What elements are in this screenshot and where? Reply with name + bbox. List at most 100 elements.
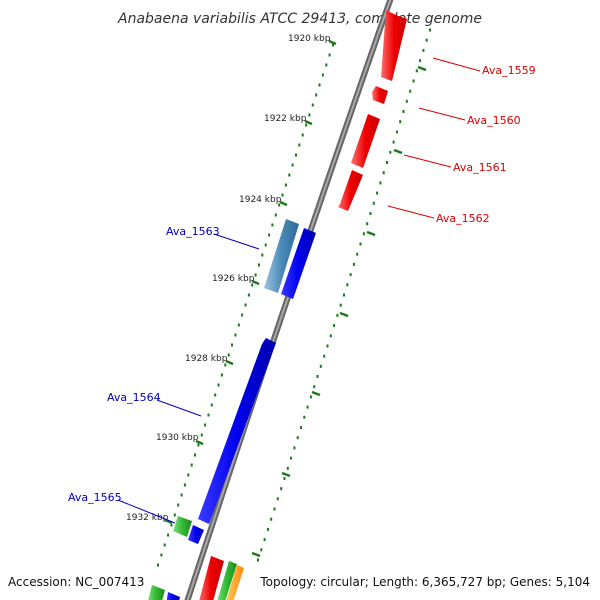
tick-mark [164, 518, 173, 525]
tick-dot [313, 385, 316, 389]
tick-dot [326, 344, 329, 348]
tick-dot [419, 59, 422, 63]
tick-dot [379, 181, 382, 185]
tick-dot [157, 563, 159, 567]
tick-dot [415, 69, 418, 73]
tick-dot [197, 443, 200, 447]
gene-arrow[interactable] [372, 86, 388, 104]
tick-dot [301, 133, 304, 137]
tick-dot [190, 463, 193, 467]
gene-arrow[interactable] [351, 114, 380, 168]
gene-label-ava-1561[interactable]: Ava_1561 [453, 161, 507, 174]
tick-dot [325, 63, 328, 67]
gene-arrow[interactable] [198, 556, 224, 600]
tick-dot [339, 303, 342, 307]
gene-arrow[interactable] [198, 338, 276, 524]
tick-dot [180, 493, 183, 497]
tick-dot [305, 123, 308, 127]
orange-feature[interactable] [225, 565, 244, 600]
tick-dot [329, 334, 332, 338]
tick-dot [389, 150, 392, 154]
tick-dot [204, 423, 207, 427]
gene-arrow[interactable] [188, 525, 204, 544]
gene-label-ava-1565[interactable]: Ava_1565 [68, 491, 122, 504]
gene-arrow[interactable] [166, 592, 180, 600]
tick-dot [293, 446, 296, 450]
gene-arrow[interactable] [381, 10, 407, 81]
tick-label: 1930 kbp [156, 433, 199, 443]
tick-dot [336, 313, 339, 317]
gene-label-ava-1559[interactable]: Ava_1559 [482, 64, 536, 77]
tick-mark [195, 439, 204, 446]
tick-dot [254, 273, 257, 277]
green-feature[interactable] [173, 516, 192, 537]
tick-dot [412, 79, 415, 83]
tick-dot [280, 487, 283, 491]
label-leader [403, 154, 452, 168]
genome-summary-text: Topology: circular; Length: 6,365,727 bp… [259, 575, 590, 589]
tick-dot [362, 232, 365, 236]
label-leader [156, 399, 202, 417]
gene-label-ava-1564[interactable]: Ava_1564 [107, 391, 161, 404]
tick-dot [274, 213, 277, 217]
reverse-strand-genes [147, 219, 316, 600]
tick-dot [343, 293, 345, 297]
gene-label-ava-1563[interactable]: Ava_1563 [166, 225, 220, 238]
tick-dot [234, 333, 237, 337]
accession-text: Accession: NC_007413 [8, 575, 144, 589]
tick-dot [194, 453, 196, 457]
tick-mark [328, 39, 337, 46]
tick-label: 1926 kbp [212, 274, 255, 284]
tick-dot [349, 273, 352, 277]
tick-dot [382, 171, 385, 175]
tick-dot [276, 497, 279, 501]
tick-mark [251, 279, 260, 286]
gene-label-ava-1562[interactable]: Ava_1562 [436, 212, 490, 225]
tick-mark [311, 390, 321, 397]
tick-dot [227, 353, 230, 357]
tick-dot [328, 53, 331, 57]
tick-dot [308, 113, 311, 117]
gene-label-ava-1560[interactable]: Ava_1560 [467, 114, 521, 127]
tick-dot [409, 89, 412, 93]
tick-label: 1932 kbp [126, 513, 169, 523]
tick-dot [260, 548, 263, 552]
tick-dot [376, 191, 379, 195]
bottom-gene-cluster [198, 556, 244, 600]
tick-dot [321, 73, 324, 77]
tick-dot [283, 477, 286, 480]
tick-dot [300, 426, 302, 429]
tick-dot [323, 354, 326, 358]
tick-dot [372, 201, 375, 205]
tick-dot [237, 323, 240, 327]
tick-mark [304, 119, 313, 126]
tick-label: 1928 kbp [185, 354, 228, 364]
tick-dot [207, 413, 210, 417]
tick-dot [284, 183, 287, 187]
tick-dot [318, 83, 321, 87]
tick-dot [315, 93, 318, 97]
tick-dot [291, 163, 294, 167]
tick-dot [177, 503, 180, 507]
tick-dot [210, 403, 213, 407]
gene-arrow[interactable] [281, 228, 316, 299]
tick-mark [339, 311, 349, 318]
tick-dot [220, 373, 223, 377]
gene-arrow[interactable] [338, 170, 363, 211]
tick-dot [173, 513, 176, 517]
label-leader [387, 205, 435, 219]
green-feature[interactable] [216, 561, 237, 600]
tick-dot [231, 343, 233, 347]
label-leader [432, 57, 481, 72]
tick-label: 1922 kbp [264, 114, 307, 124]
tick-dot [356, 252, 359, 256]
tick-dot [286, 466, 289, 470]
tick-dot [399, 120, 402, 124]
tick-dot [332, 43, 334, 47]
gene-arrow[interactable] [264, 219, 299, 293]
tick-dot [163, 543, 166, 547]
tick-mark [281, 471, 291, 478]
green-feature[interactable] [147, 585, 165, 600]
tick-dot [217, 383, 220, 387]
tick-dot [241, 313, 244, 317]
